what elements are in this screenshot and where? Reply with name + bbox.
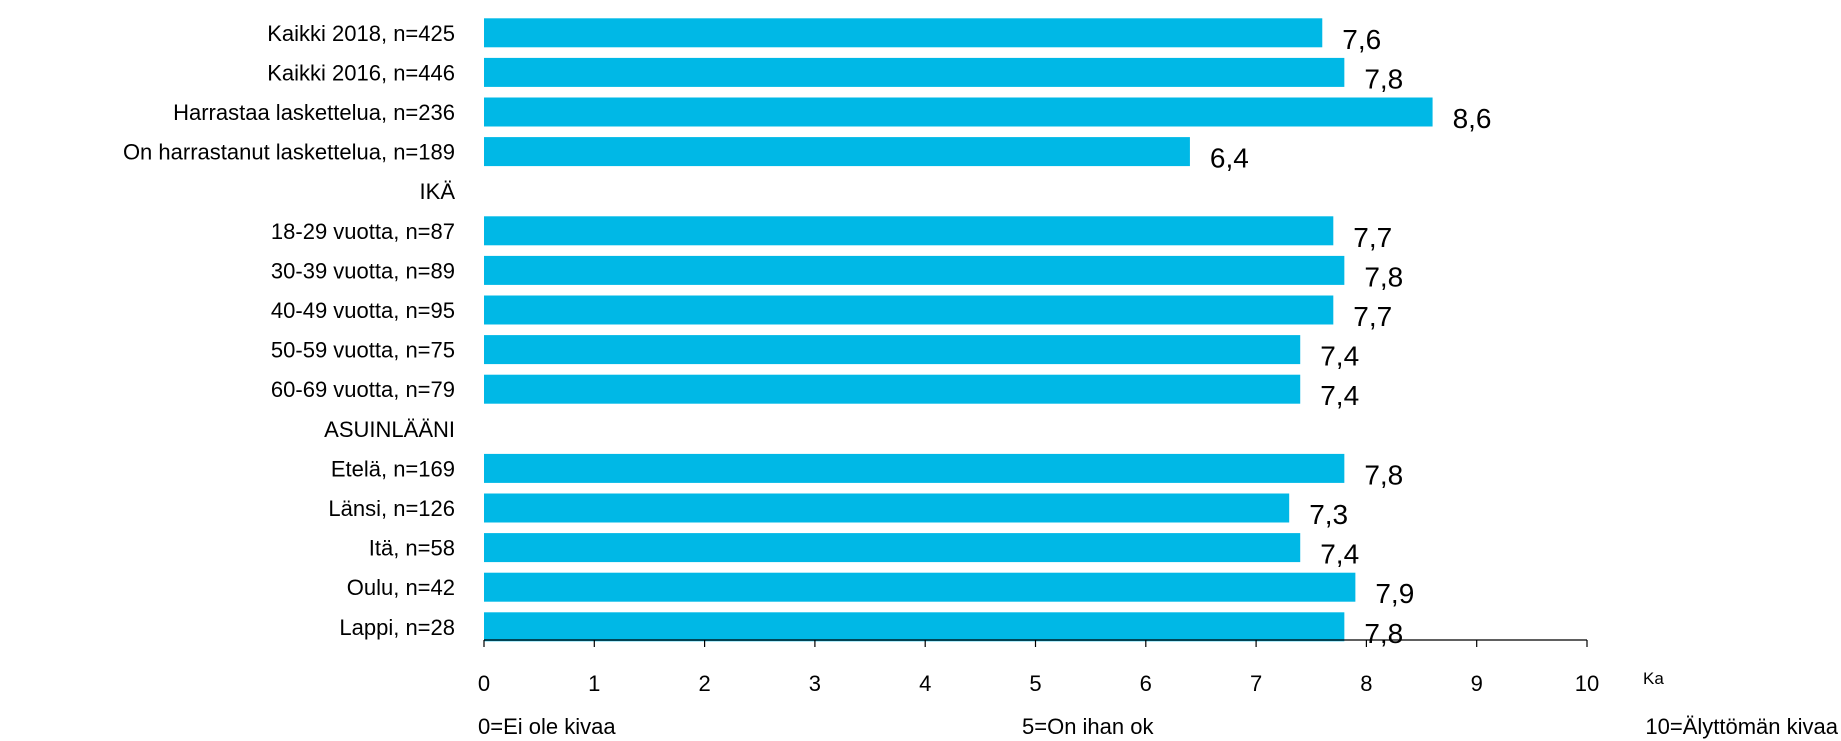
bar [484,97,1433,127]
value-label: 7,3 [1309,499,1348,530]
scale-label-high: 10=Älyttömän kivaa [1645,714,1838,739]
x-tick-label: 2 [698,671,710,696]
x-tick-label: 8 [1360,671,1372,696]
x-axis-unit-label: Ka [1643,669,1664,688]
category-label: Etelä, n=169 [331,456,455,481]
x-tick-label: 6 [1140,671,1152,696]
value-label: 7,4 [1320,380,1359,411]
value-label: 7,4 [1320,341,1359,372]
x-tick-label: 7 [1250,671,1262,696]
bars-group [484,18,1433,642]
value-label: 7,4 [1320,539,1359,570]
category-label: 50-59 vuotta, n=75 [271,338,455,363]
category-label: 30-39 vuotta, n=89 [271,258,455,283]
bar [484,533,1301,563]
category-label: 60-69 vuotta, n=79 [271,377,455,402]
category-label: ASUINLÄÄNI [324,417,455,442]
value-label: 7,6 [1342,24,1381,55]
category-label: Lappi, n=28 [339,615,455,640]
x-tick-label: 10 [1575,671,1599,696]
x-tick-label: 5 [1029,671,1041,696]
value-labels: 7,6 7,8 8,6 6,4 7,7 7,8 7,7 7,4 7,4 7,8 7,3 7,4 7,9 7… [1210,24,1492,649]
bar [484,255,1345,285]
category-label: 18-29 vuotta, n=87 [271,219,455,244]
category-label: Itä, n=58 [369,536,455,561]
category-label: Harrastaa laskettelua, n=236 [173,100,455,125]
category-label: On harrastanut laskettelua, n=189 [123,140,455,165]
value-label: 6,4 [1210,143,1249,174]
bar [484,216,1334,246]
value-label: 7,8 [1364,261,1403,292]
value-label: 8,6 [1453,103,1492,134]
x-tick-label: 3 [809,671,821,696]
value-label: 7,9 [1375,578,1414,609]
category-label: Kaikki 2018, n=425 [267,21,455,46]
bar [484,18,1323,48]
bar [484,493,1290,523]
category-label: Oulu, n=42 [347,575,455,600]
bar [484,572,1356,602]
bar [484,137,1190,167]
x-axis-ticks: 0 1 2 3 4 5 6 7 8 9 10 [478,640,1599,696]
bar [484,374,1301,404]
category-label: Länsi, n=126 [328,496,455,521]
category-label: Kaikki 2016, n=446 [267,60,455,85]
category-label: 40-49 vuotta, n=95 [271,298,455,323]
category-label: IKÄ [420,179,456,204]
bar [484,453,1345,483]
scale-label-mid: 5=On ihan ok [1022,714,1154,739]
x-tick-label: 1 [588,671,600,696]
bar [484,335,1301,365]
scale-label-low: 0=Ei ole kivaa [478,714,616,739]
value-label: 7,7 [1353,301,1392,332]
bar [484,295,1334,325]
value-label: 7,7 [1353,222,1392,253]
value-label: 7,8 [1364,63,1403,94]
bar [484,57,1345,87]
x-tick-label: 4 [919,671,931,696]
x-tick-label: 0 [478,671,490,696]
x-tick-label: 9 [1471,671,1483,696]
bar [484,612,1345,642]
value-label: 7,8 [1364,618,1403,649]
category-labels: Kaikki 2018, n=425 Kaikki 2016, n=446 Harr… [123,21,455,640]
value-label: 7,8 [1364,459,1403,490]
